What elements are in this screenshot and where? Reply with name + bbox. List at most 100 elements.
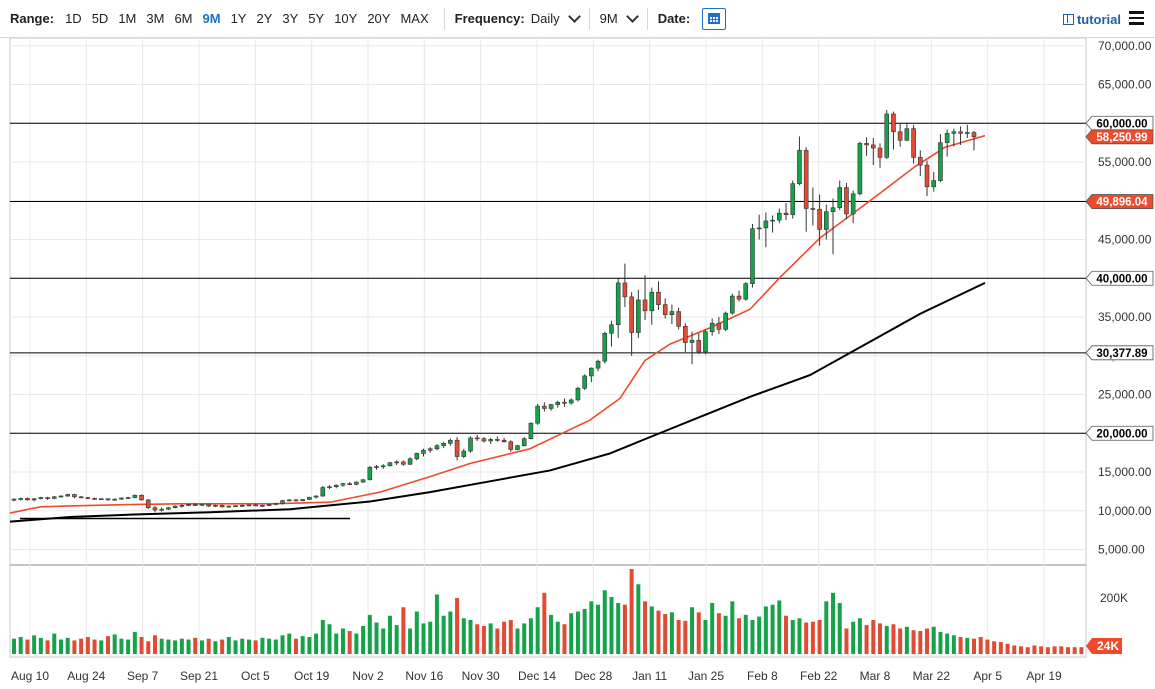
candle-body <box>340 483 346 486</box>
candle-body <box>172 505 178 508</box>
candle-body <box>219 505 225 508</box>
range-1m-button[interactable]: 1M <box>118 11 137 26</box>
range-5d-button[interactable]: 5D <box>91 11 109 26</box>
date-picker-button[interactable] <box>702 7 727 30</box>
candle-body <box>179 505 185 507</box>
calendar-icon <box>708 13 721 24</box>
y-tick-label: 70,000.00 <box>1098 39 1152 53</box>
candle-body <box>938 142 943 181</box>
candle <box>810 187 816 226</box>
volume-bar <box>569 613 574 654</box>
volume-bar <box>233 640 238 654</box>
candle <box>797 136 802 186</box>
volume-bar <box>45 640 50 654</box>
candle <box>716 317 722 335</box>
volume-bar <box>562 624 567 654</box>
candle <box>454 437 460 461</box>
range-max-button[interactable]: MAX <box>400 11 429 26</box>
price-chart[interactable]: 5,000.00 10,000.00 15,000.00 20,000.00 25,00… <box>0 38 1155 689</box>
frequency-dropdown[interactable]: Daily <box>531 10 581 26</box>
candle-body <box>589 367 594 377</box>
candle <box>488 437 493 445</box>
candle <box>743 282 749 301</box>
range-6m-button[interactable]: 6M <box>174 11 193 26</box>
range-1y-button[interactable]: 1Y <box>230 11 247 26</box>
candle-body <box>555 401 561 405</box>
volume-bar <box>898 628 903 654</box>
tutorial-link[interactable]: tutorial <box>1062 12 1121 27</box>
range-3y-button[interactable]: 3Y <box>282 11 299 26</box>
candle-body <box>817 208 822 230</box>
volume-bar <box>186 639 191 654</box>
candle <box>501 437 507 443</box>
candle-body <box>756 227 762 230</box>
range-10y-button[interactable]: 10Y <box>334 11 358 26</box>
volume-bar <box>737 618 742 654</box>
volume-bar <box>575 611 580 654</box>
candle <box>864 137 869 156</box>
candle <box>709 318 715 336</box>
candle <box>669 304 675 324</box>
x-tick-label: Nov 16 <box>405 669 443 683</box>
volume-bar <box>32 635 37 654</box>
candle-body <box>656 291 661 305</box>
volume-bar <box>441 615 446 654</box>
volume-bar <box>58 639 63 654</box>
candle <box>917 150 923 176</box>
candle-body <box>911 128 916 158</box>
volume-bar <box>985 639 990 654</box>
price-tag-label: 40,000.00 <box>1096 273 1147 285</box>
volume-bar <box>911 630 916 654</box>
candle <box>931 172 937 192</box>
hamburger-menu-icon[interactable] <box>1129 11 1144 28</box>
candle <box>172 505 178 509</box>
volume-bar <box>998 642 1003 654</box>
candle <box>461 448 467 459</box>
candle-body <box>877 147 883 158</box>
range-3m-button[interactable]: 3M <box>146 11 165 26</box>
candle-body <box>562 401 567 404</box>
candle <box>897 123 903 147</box>
volume-bar <box>307 637 312 654</box>
divider <box>443 7 445 30</box>
candle <box>192 503 198 507</box>
volume-bar <box>837 603 842 654</box>
book-icon <box>1062 14 1074 25</box>
volume-bar <box>723 615 728 654</box>
x-tick-label: Sep 21 <box>180 669 218 683</box>
ma200-line-group <box>9 281 986 523</box>
candle <box>166 506 171 510</box>
candle <box>857 141 863 196</box>
x-tick-label: Dec 28 <box>574 669 612 683</box>
period-dropdown[interactable]: 9M <box>600 10 639 26</box>
range-1d-button[interactable]: 1D <box>65 11 82 26</box>
volume-bar <box>770 604 775 654</box>
range-20y-button[interactable]: 20Y <box>367 11 391 26</box>
range-5y-button[interactable]: 5Y <box>308 11 325 26</box>
y-tick-label: 35,000.00 <box>1098 310 1152 324</box>
candle-body <box>233 505 238 508</box>
volume-bar <box>871 620 876 654</box>
price-tag-shape <box>1085 345 1154 361</box>
candle-body <box>709 322 715 333</box>
candle-body <box>723 312 728 330</box>
volume-bar <box>1012 645 1017 654</box>
candle-body <box>320 487 326 497</box>
volume-bar <box>790 620 795 654</box>
volume-bars <box>12 569 1084 654</box>
range-9m-button[interactable]: 9M <box>202 11 221 26</box>
y-tick-label: 5,000.00 <box>1098 543 1145 557</box>
candle <box>307 496 312 500</box>
y-tick-label: 45,000.00 <box>1098 233 1152 247</box>
volume-bar <box>267 638 272 654</box>
price-tag: 60,000.00 <box>1085 115 1154 131</box>
candle <box>790 180 796 219</box>
range-2y-button[interactable]: 2Y <box>256 11 273 26</box>
candle <box>407 457 413 466</box>
candle-body <box>18 498 24 500</box>
volume-bar <box>938 631 943 654</box>
candle <box>112 498 117 501</box>
volume-bar <box>831 592 836 654</box>
candle-body <box>649 291 655 312</box>
candle-body <box>51 496 57 499</box>
